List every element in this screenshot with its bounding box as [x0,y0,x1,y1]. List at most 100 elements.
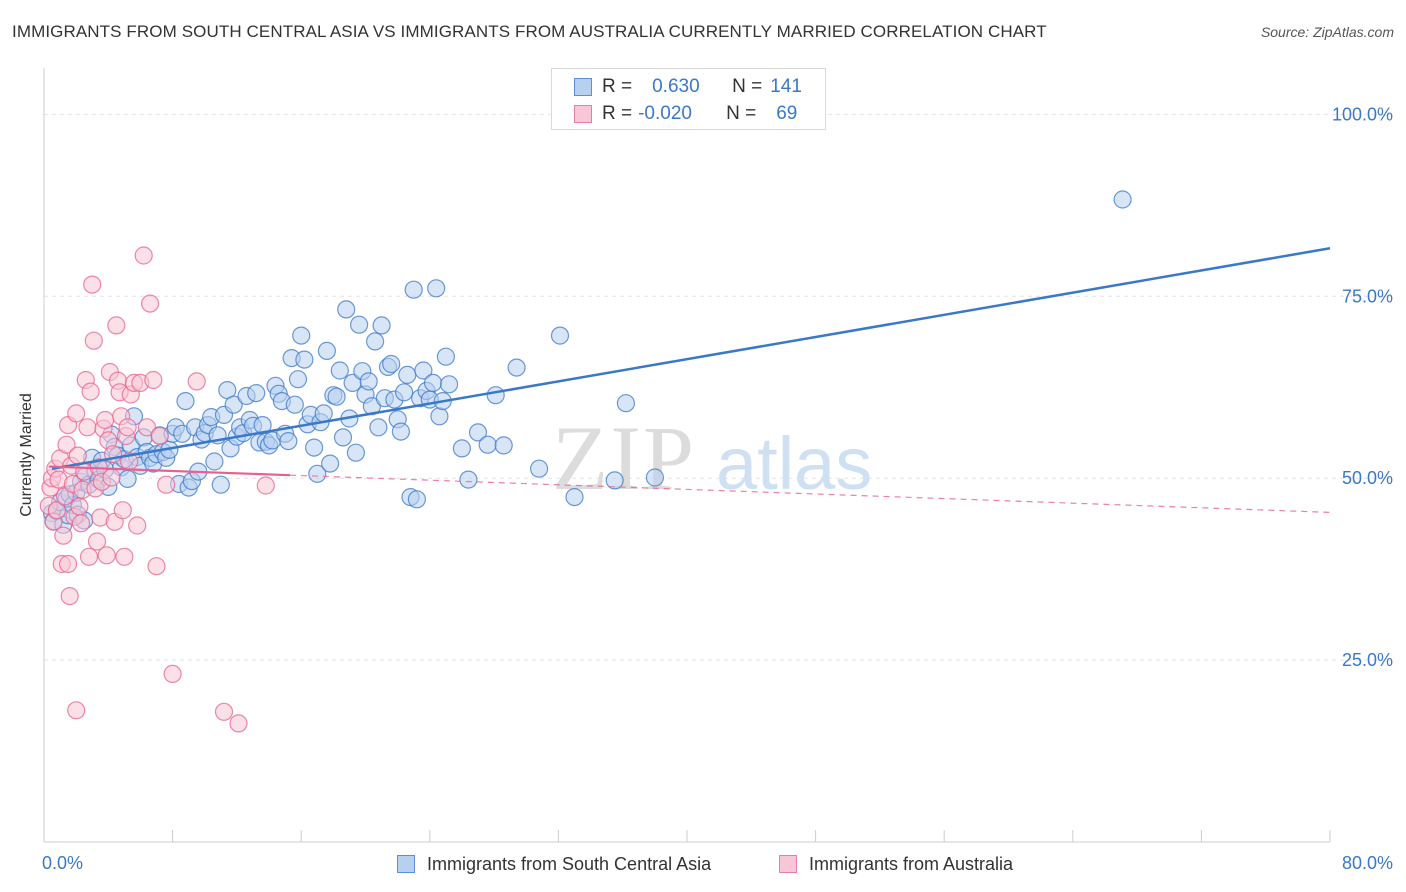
data-point [459,470,478,489]
legend-item-label: Immigrants from Australia [809,853,1014,874]
data-point [440,375,459,394]
data-point [350,315,369,334]
legend-r-label: R = [602,76,633,97]
data-point [279,432,298,451]
data-point [247,384,266,403]
legend-swatch-pink [779,855,797,873]
data-point [58,554,78,574]
data-point [97,546,116,565]
data-point [163,664,182,684]
data-point [452,439,471,458]
data-point [102,468,121,487]
data-point [176,392,195,411]
data-point [150,426,169,446]
data-point [468,423,488,442]
data-point [321,454,340,473]
data-point [47,501,67,520]
series-legend: Immigrants from South Central Asia Immig… [0,851,1406,877]
data-point [71,514,91,533]
data-point [414,361,433,380]
tick-labels: 25.0% 50.0% 75.0% 100.0% 0.0% 80.0% [42,104,1393,873]
data-point [54,526,73,545]
y-tick-label: 75.0% [1342,286,1393,306]
data-point [529,459,549,478]
data-point [346,443,365,462]
legend-r-value: 0.630 [652,76,700,97]
data-point [67,701,86,720]
data-point [436,347,455,366]
data-point [134,246,153,265]
data-point [78,418,97,437]
correlation-legend: R = 0.630 N = 141 R = -0.020 N = 69 [551,68,826,130]
watermark: ZIP atlas [552,407,872,509]
chart-title: IMMIGRANTS FROM SOUTH CENTRAL ASIA VS IM… [12,22,1047,41]
data-point [337,300,356,319]
watermark-atlas: atlas [716,422,872,505]
data-point [67,404,86,423]
data-point [144,370,163,390]
data-point [645,468,665,487]
data-point [205,452,224,471]
data-point [147,557,166,576]
data-point [382,354,401,374]
legend-row-australia: R = -0.020 N = 69 [574,101,797,127]
data-point [214,702,234,721]
data-point [550,326,570,345]
axes [43,68,1331,843]
legend-r-value: -0.020 [638,103,692,124]
data-point [256,476,275,495]
data-point [115,547,134,566]
legend-n-value: 141 [770,76,802,97]
data-point [141,294,160,313]
data-point [285,395,304,414]
data-point [327,387,346,406]
data-point [317,341,336,360]
data-point [391,422,410,441]
data-point [494,436,513,455]
data-point [229,714,248,733]
x-tick-label: 0.0% [42,853,83,873]
data-point [118,469,137,488]
legend-n-label: N = [732,76,763,97]
data-points [39,190,1132,733]
data-point [70,497,89,516]
data-point [369,418,388,437]
data-point [616,394,636,413]
data-point [157,475,176,494]
trend-line-australia [48,465,290,477]
trend-line-australia-extension [289,474,1331,513]
data-point [395,383,414,402]
legend-n-value: 69 [776,103,798,124]
legend-row-south-central-asia: R = 0.630 N = 141 [574,74,802,100]
data-point [314,404,333,423]
data-point [605,471,624,490]
y-tick-label: 50.0% [1342,468,1393,488]
data-point [79,547,99,566]
data-point [118,418,137,437]
data-point [128,516,147,535]
trend-lines [48,247,1331,513]
legend-r-label: R = [602,103,633,124]
data-point [137,418,156,437]
legend-swatch-blue [574,78,592,96]
data-point [211,475,230,494]
data-point [305,438,324,457]
legend-swatch-blue [397,855,415,873]
data-point [478,435,497,454]
data-point [57,435,76,454]
data-point [565,488,584,507]
data-point [295,350,314,369]
data-point [1113,190,1132,209]
data-point [288,370,308,389]
legend-item-south-central-asia: Immigrants from South Central Asia [397,851,711,877]
series-australia [39,246,275,733]
data-point [95,410,115,430]
data-point [83,275,102,294]
data-point [507,358,526,377]
data-point [398,365,417,384]
data-point [87,532,107,551]
source-label: Source: ZipAtlas.com [1260,24,1394,40]
data-point [359,372,378,391]
legend-item-label: Immigrants from South Central Asia [427,853,712,874]
